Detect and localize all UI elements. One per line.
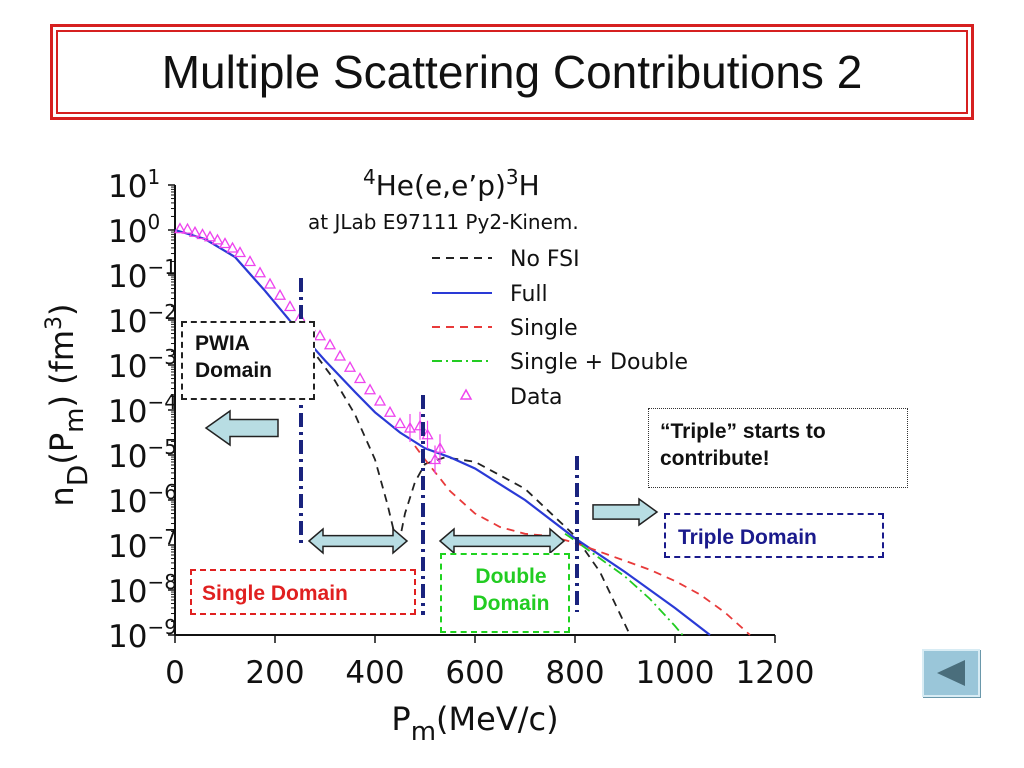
x-tick-label: 600 (445, 655, 504, 691)
data-point (283, 300, 297, 312)
y-tick-label: 10−9 (108, 615, 177, 655)
series-data (173, 222, 447, 474)
data-point (343, 360, 357, 372)
data-point (263, 277, 277, 289)
data-point (243, 255, 257, 267)
y-tick-label: 10−2 (108, 300, 177, 340)
chart-title-end: H (519, 169, 540, 202)
data-point (253, 266, 267, 278)
data-point (218, 237, 232, 249)
chart-subtitle: at JLab E97111 Py2-Kinem. (308, 210, 579, 234)
data-point (353, 372, 367, 384)
legend-item-single-double: Single + Double (432, 350, 688, 375)
legend-item-single: Single (432, 316, 578, 341)
data-point (383, 405, 397, 417)
data-point (393, 417, 407, 429)
left-arrow-shape (204, 409, 279, 447)
title-box: Multiple Scattering Contributions 2 (50, 24, 974, 120)
y-axis-label: nD(Pm) (fm3) (42, 303, 94, 506)
data-point (373, 394, 387, 406)
chart-title-superscript: 4 (363, 165, 376, 189)
back-button[interactable] (922, 649, 980, 697)
legend-label-data: Data (510, 385, 563, 410)
triple-note-box: “Triple” starts to contribute! (648, 408, 908, 488)
series-line-single-double (564, 533, 684, 636)
data-point (363, 383, 377, 395)
pwia-label-line1: PWIA (195, 332, 250, 355)
triple-domain-box: Triple Domain (664, 513, 884, 558)
data-point (313, 329, 327, 341)
triple-note-line1: “Triple” starts to (660, 420, 826, 443)
legend-item-data: Data (459, 385, 563, 410)
data-point (233, 246, 247, 258)
y-tick-label: 10−3 (108, 345, 177, 385)
x-tick-label: 800 (545, 655, 604, 691)
series-line-single (414, 445, 751, 636)
y-tick-label: 10−6 (108, 480, 177, 520)
data-point (181, 222, 194, 234)
chart-title: 4He(e,e’p)3H (363, 165, 540, 202)
double-arrow-shape (307, 527, 409, 555)
pwia-domain-box: PWIA Domain (181, 321, 315, 400)
y-tick-label: 100 (108, 210, 160, 250)
data-point (173, 222, 187, 234)
triple-note-line2: contribute! (660, 447, 770, 471)
data-point (428, 453, 442, 465)
data-point (203, 230, 217, 242)
y-tick-label: 101 (108, 165, 160, 205)
x-axis-label: Pm(MeV/c) (391, 700, 558, 747)
x-tick-label: 1000 (636, 655, 715, 691)
legend-label-no-fsi: No FSI (510, 247, 580, 272)
data-point (226, 241, 239, 253)
chart-title-main: He(e,e’p) (376, 169, 506, 202)
double-label-line1: Double (475, 565, 547, 588)
data-point (273, 288, 287, 300)
double-domain-box: Double Domain (440, 553, 570, 633)
legend-item-no-fsi: No FSI (432, 247, 580, 272)
data-point (196, 228, 209, 240)
legend-label-single: Single (510, 316, 578, 341)
triangle-left-icon (937, 660, 965, 686)
legend-item-full: Full (432, 282, 548, 307)
triple-domain-label: Triple Domain (678, 526, 817, 549)
x-tick-label: 200 (245, 655, 304, 691)
svg-text:nD(Pm) (fm3): nD(Pm) (fm3) (42, 303, 94, 506)
x-tick-label: 0 (165, 655, 185, 691)
y-tick-label: 10−1 (108, 255, 177, 295)
data-point (323, 338, 337, 350)
double-label-line2: Domain (472, 592, 550, 616)
svg-text:4He(e,e’p)3H: 4He(e,e’p)3H (363, 165, 540, 202)
data-point (433, 441, 447, 453)
data-point (211, 233, 224, 245)
y-tick-label: 10−5 (108, 435, 177, 475)
y-tick-label: 10−8 (108, 570, 177, 610)
legend-label-single-double: Single + Double (510, 350, 688, 375)
pwia-label-line2: Domain (195, 359, 273, 383)
y-tick-label: 10−4 (108, 390, 177, 430)
data-point (188, 225, 202, 237)
x-tick-label: 1200 (736, 655, 815, 691)
y-tick-label: 10−7 (108, 525, 177, 565)
data-point (403, 421, 417, 433)
data-point (333, 349, 347, 361)
double-arrow-shape (438, 527, 566, 555)
x-tick-label: 400 (345, 655, 404, 691)
single-domain-box: Single Domain (190, 569, 416, 615)
legend-swatch-data (459, 388, 473, 400)
legend: No FSI Full Single Single + Double Data (432, 247, 688, 410)
slide-title: Multiple Scattering Contributions 2 (161, 46, 863, 98)
chart-title-superscript-2: 3 (506, 165, 519, 189)
right-arrow-shape (592, 497, 659, 527)
single-domain-label: Single Domain (202, 582, 348, 605)
legend-label-full: Full (510, 282, 548, 307)
